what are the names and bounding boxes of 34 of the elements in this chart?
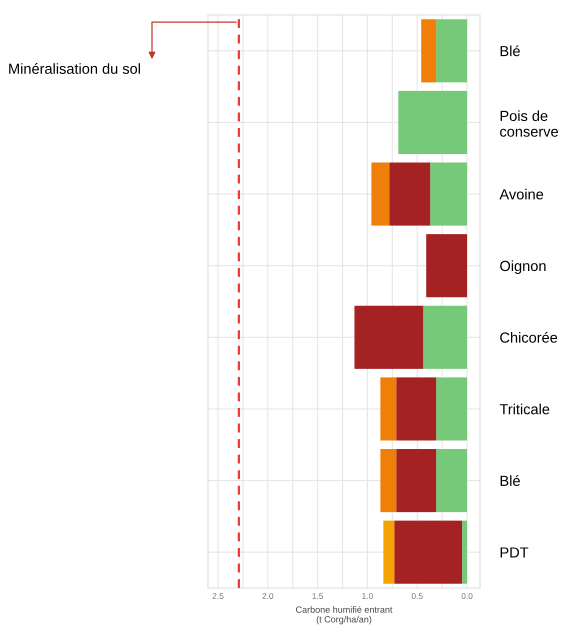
- bar: [396, 377, 436, 440]
- bar: [383, 520, 394, 584]
- y-tick-label: Oignon: [500, 260, 546, 274]
- bar: [436, 377, 468, 440]
- y-tick-label: PDT: [500, 547, 528, 558]
- bar: [398, 90, 468, 154]
- bar: [436, 19, 468, 82]
- bar: [394, 520, 462, 584]
- x-axis-title: Carbone humifié entrant (t Corg/ha/an): [296, 606, 392, 624]
- x-tick-label: 1.5: [312, 593, 324, 599]
- ref-line-label: Minéralisation du sol: [9, 63, 140, 74]
- y-tick-label: Chicorée: [500, 332, 558, 343]
- bar: [389, 162, 430, 226]
- bar: [380, 377, 396, 440]
- y-tick-label: Avoine: [499, 188, 544, 200]
- bar: [354, 306, 424, 369]
- y-tick-label: Blé: [500, 475, 520, 486]
- bar: [430, 162, 468, 226]
- bar: [421, 19, 436, 82]
- bar: [423, 306, 468, 369]
- x-tick-label: 2.5: [212, 593, 224, 599]
- x-tick-label: 1.0: [362, 593, 373, 599]
- bar: [371, 162, 390, 226]
- bar: [462, 520, 468, 584]
- x-tick-label: 2.0: [262, 593, 274, 599]
- y-tick-label: Blé: [500, 45, 520, 56]
- bar: [436, 449, 468, 512]
- y-tick-label: Pois de conserve: [500, 110, 558, 137]
- x-tick-label: 0.5: [412, 593, 423, 599]
- bar: [396, 449, 436, 512]
- bar: [426, 234, 468, 298]
- bar: [380, 449, 396, 512]
- y-tick-label: Triticale: [500, 404, 550, 414]
- x-tick-label: 0.0: [462, 593, 473, 599]
